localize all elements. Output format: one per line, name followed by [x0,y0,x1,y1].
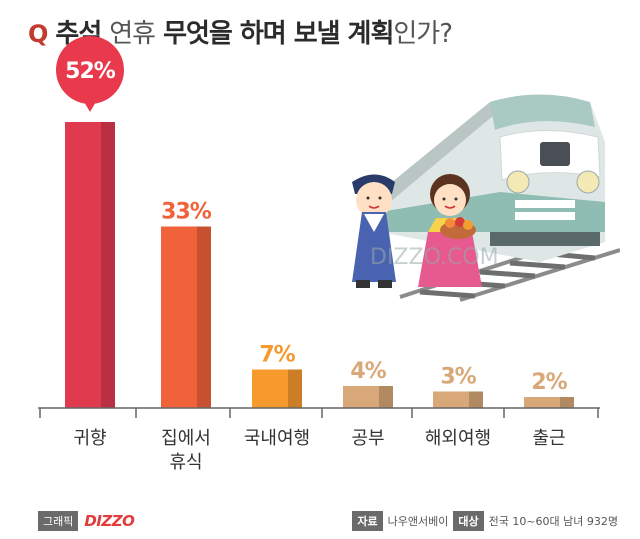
bar-0 [65,122,101,408]
target-tag: 대상 [453,511,484,531]
title-word-7: 인가? [393,19,453,49]
value-label-0: 52% [65,59,116,84]
category-label-4-0: 해외여행 [425,428,491,449]
bar-shade-5 [560,397,574,408]
category-label-1-0: 집에서 [161,428,211,449]
chart-title: Q 추석 연휴 무엇을 하며 보낼 계획인가? [28,14,453,54]
value-label-1: 33% [161,200,212,225]
source-value: 나우앤서베이 [387,515,449,528]
girl-in-hanbok-icon [418,174,482,287]
value-label-4: 3% [440,365,476,390]
graphic-tag: 그래픽 [38,511,79,531]
bar-shade-0 [101,122,115,408]
train-and-hanbok-children-illustration: DIZZO.COM [352,94,620,302]
title-word-4: 하며 [239,19,287,49]
brand-logo: DIZZO [84,512,135,530]
category-label-3-0: 공부 [351,428,384,449]
question-mark-icon: Q [28,20,48,48]
boy-in-hanbok-icon [352,174,396,288]
title-word-5: 보낼 [293,19,341,49]
bar-shade-2 [288,369,302,408]
value-label-3: 4% [350,359,386,384]
category-label-0-0: 귀향 [73,428,106,449]
bar-shade-1 [197,226,211,408]
source-tag: 자료 [352,511,383,531]
watermark: DIZZO.COM [370,245,499,270]
bar-5 [524,397,560,408]
bar-1 [161,226,197,408]
title-word-6: 계획 [347,19,395,49]
bar-3 [343,386,379,408]
title-word-2: 연휴 [109,19,156,49]
value-bubble [56,36,124,104]
category-label-2-0: 국내여행 [244,428,310,449]
value-bubble-pointer [83,100,97,112]
bar-2 [252,369,288,408]
bar-shade-4 [469,391,483,408]
value-label-5: 2% [531,370,567,395]
value-label-2: 7% [259,343,295,368]
source-info: 자료 나우앤서베이 대상 전국 10~60대 남녀 932명 [352,511,618,531]
category-label-5-0: 출근 [532,428,565,449]
title-word-3: 무엇을 [163,19,233,49]
bar-shade-3 [379,386,393,408]
target-value: 전국 10~60대 남녀 932명 [488,515,618,528]
graphic-credit: 그래픽 DIZZO [38,511,135,531]
bar-4 [433,391,469,408]
category-label-1-1: 휴식 [169,452,202,473]
